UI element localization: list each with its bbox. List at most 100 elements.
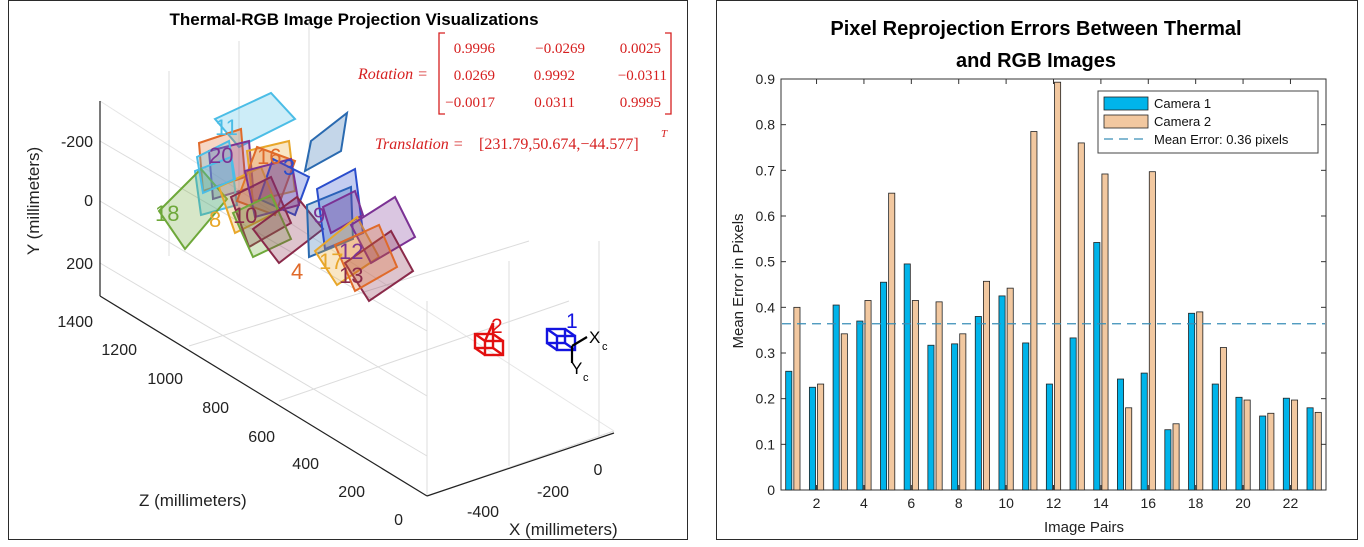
z-tick: 1200 xyxy=(101,342,137,359)
rotation-cell: 0.9996 xyxy=(454,41,496,57)
z-axis-label: Z (millimeters) xyxy=(139,491,247,510)
reprojection-error-chart: Pixel Reprojection Errors Between Therma… xyxy=(730,18,1327,536)
z-tick: 600 xyxy=(248,429,275,446)
bar-camera-1 xyxy=(998,295,1006,491)
rotation-cell: −0.0269 xyxy=(535,41,585,57)
x-tick-label: 4 xyxy=(860,495,868,511)
board-label: 11 xyxy=(215,115,238,140)
y-tick: 0 xyxy=(84,193,93,210)
rotation-cell: −0.0311 xyxy=(618,68,667,84)
y-tick-label: 0.9 xyxy=(756,71,776,87)
bar-camera-2 xyxy=(911,300,919,491)
x-tick: -400 xyxy=(467,504,499,521)
bar-camera-1 xyxy=(1306,407,1314,491)
bar-camera-2 xyxy=(1267,412,1275,491)
legend-swatch xyxy=(1103,96,1149,111)
x-tick-label: 6 xyxy=(907,495,915,511)
bar-camera-2 xyxy=(1077,142,1085,491)
rotation-cell: 0.0311 xyxy=(534,95,575,111)
translation-label: Translation = xyxy=(375,136,464,153)
rotation-matrix-annotation: Rotation = 0.9996 −0.0269 0.0025 0.0269 … xyxy=(357,32,672,115)
x-tick-label: 22 xyxy=(1283,495,1299,511)
board-label: 16 xyxy=(257,144,281,169)
checkerboard-frame xyxy=(257,157,311,217)
bar-camera-2 xyxy=(935,301,943,491)
bar-camera-1 xyxy=(974,316,982,491)
x-tick-label: 20 xyxy=(1235,495,1251,511)
translation-superscript: T xyxy=(661,128,668,140)
bar-camera-1 xyxy=(1069,337,1077,491)
bar-camera-2 xyxy=(888,192,896,491)
bar-camera-2 xyxy=(1101,173,1109,491)
bar-camera-1 xyxy=(880,281,888,491)
z-tick: 800 xyxy=(202,400,229,417)
checkerboard-frame xyxy=(229,175,293,249)
z-tick: 1000 xyxy=(147,371,183,388)
bar-camera-2 xyxy=(840,333,848,491)
checkerboard-frame xyxy=(333,223,399,293)
y-tick-label: 0.5 xyxy=(756,254,776,270)
y-tick-label: 0.8 xyxy=(756,117,776,133)
x-tick: -200 xyxy=(537,484,569,501)
x-axis-label: Image Pairs xyxy=(1044,519,1124,536)
x-tick: 0 xyxy=(594,462,603,479)
x-tick-label: 16 xyxy=(1140,495,1156,511)
checkerboard-frame xyxy=(195,139,237,195)
bar-camera-2 xyxy=(864,300,872,491)
bar-camera-1 xyxy=(1093,242,1101,491)
axes-lines xyxy=(99,101,615,497)
bar-camera-2 xyxy=(1314,411,1322,491)
z-tick: 400 xyxy=(292,456,319,473)
x-axis-label: X (millimeters) xyxy=(509,520,618,539)
z-tick: 0 xyxy=(394,512,403,529)
bar-camera-2 xyxy=(1219,347,1227,491)
chart-content: 0 0.1 0.2 0.3 0.4 0.5 0.6 0.7 0.8 0.9 2 4 6 8 10 12 14 16… xyxy=(756,71,1327,511)
projection-3d-plot: Thermal-RGB Image Projection Visualizati… xyxy=(24,10,672,539)
bar-camera-1 xyxy=(1022,342,1030,491)
y-tick: 200 xyxy=(66,256,93,273)
y-tick-label: 0.6 xyxy=(756,208,776,224)
camera-y-axis-subscript: c xyxy=(583,372,589,384)
x-tick-label: 2 xyxy=(813,495,821,511)
bar-camera-1 xyxy=(1164,429,1172,491)
checkerboard-frames xyxy=(157,91,417,303)
camera-x-axis-label: X xyxy=(589,328,600,347)
bar-camera-1 xyxy=(832,304,840,491)
bar-camera-2 xyxy=(1125,407,1133,491)
board-label: 9 xyxy=(313,203,325,228)
checkerboard-frame xyxy=(243,157,301,219)
camera-x-axis-subscript: c xyxy=(602,341,608,353)
board-label: 3 xyxy=(283,155,295,180)
board-labels: 11 20 16 3 18 8 10 9 4 17 12 13 xyxy=(155,115,363,288)
chart-title-line2: and RGB Images xyxy=(956,50,1116,72)
bar-camera-1 xyxy=(1259,415,1267,491)
bar-camera-2 xyxy=(817,383,825,491)
checkerboard-frame xyxy=(313,215,381,287)
checkerboard-frame xyxy=(321,189,365,235)
rotation-cell: 0.9995 xyxy=(620,95,661,111)
y-tick-label: 0.4 xyxy=(756,299,776,315)
x-tick-label: 10 xyxy=(998,495,1014,511)
bar-camera-2 xyxy=(1030,131,1038,491)
bar-camera-2 xyxy=(1291,399,1299,491)
rotation-cell: 0.0269 xyxy=(454,68,495,84)
bar-camera-2 xyxy=(1196,311,1204,491)
bar-camera-2 xyxy=(1054,81,1062,491)
x-tick-label: 8 xyxy=(955,495,963,511)
checkerboard-frame xyxy=(303,110,349,173)
board-label: 8 xyxy=(209,207,221,232)
rotation-cell: 0.0025 xyxy=(620,41,661,57)
bar-camera-1 xyxy=(1211,383,1219,491)
bar-camera-1 xyxy=(856,320,864,491)
axes-box xyxy=(99,21,615,497)
board-label: 4 xyxy=(291,259,303,284)
bar-camera-1 xyxy=(927,344,935,491)
y-tick: -200 xyxy=(61,134,93,151)
legend-label: Mean Error: 0.36 pixels xyxy=(1154,132,1289,147)
x-tick-label: 14 xyxy=(1093,495,1109,511)
camera-1-icon xyxy=(545,327,577,352)
x-tick-label: 12 xyxy=(1046,495,1062,511)
bar-camera-2 xyxy=(1243,399,1251,491)
rotation-label: Rotation = xyxy=(357,66,428,83)
camera-label: 1 xyxy=(566,310,578,333)
